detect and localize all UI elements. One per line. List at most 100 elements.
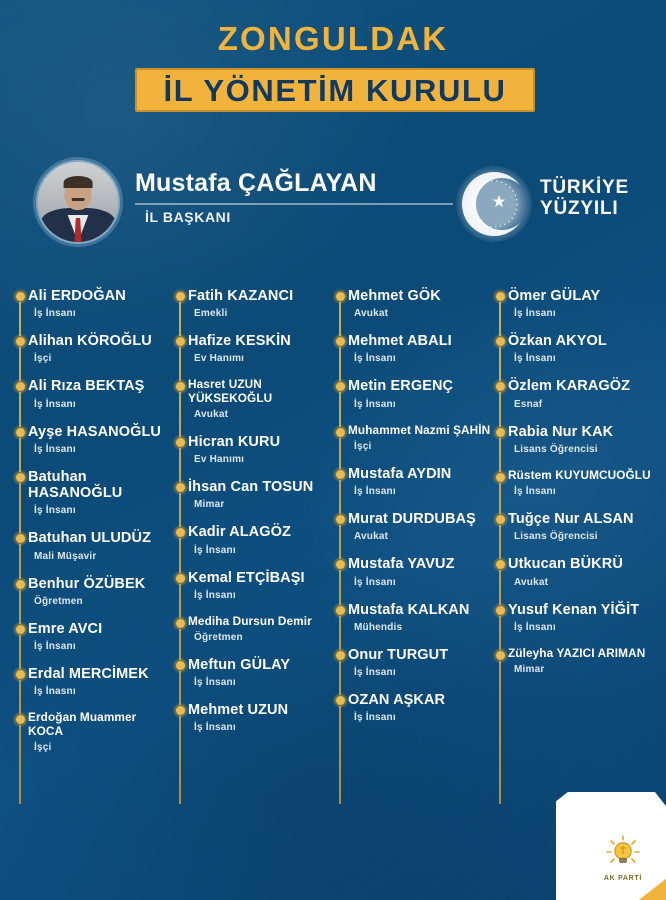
member-role: Lisans Öğrencisi	[514, 443, 598, 455]
member-role: İş İnsanı	[354, 712, 396, 724]
member-entry: Ali ERDOĞAN İş İnsanı	[15, 288, 174, 320]
member-role: Avukat	[514, 576, 549, 588]
bullet-dot-icon	[175, 291, 186, 302]
member-role: Ev Hanımı	[194, 454, 245, 466]
bullet-dot-icon	[175, 617, 186, 629]
member-role: Mühendis	[354, 621, 403, 633]
bullet-dot-icon	[15, 291, 26, 302]
bullet-dot-icon	[15, 623, 26, 635]
member-role: İş İnsanı	[194, 589, 236, 601]
member-entry: Ayşe HASANOĞLU İş İnsanı	[15, 423, 174, 455]
bullet-dot-icon	[495, 381, 506, 393]
member-name: Batuhan HASANOĞLU	[28, 468, 123, 502]
brand-line-1: TÜRKİYE	[540, 177, 629, 198]
avatar-tie	[74, 218, 82, 242]
member-name: Benhur ÖZÜBEK	[28, 575, 146, 592]
member-name: Yusuf Kenan YİĞİT	[508, 601, 640, 618]
member-name: Mehmet ABALI	[348, 333, 452, 350]
member-entry: OZAN AŞKAR İş İnsanı	[335, 692, 494, 724]
bullet-dot-icon	[175, 381, 186, 393]
member-role: İş İnsanı	[514, 353, 556, 365]
bullet-dot-icon	[335, 695, 346, 707]
member-name: OZAN AŞKAR	[348, 692, 446, 709]
member-name: Hafize KESKİN	[188, 333, 291, 350]
page-title: ZONGULDAK	[217, 20, 449, 57]
bullet-dot-icon	[15, 426, 26, 438]
bullet-dot-icon	[495, 426, 506, 438]
member-entry: Tuğçe Nur ALSAN Lisans Öğrencisi	[495, 511, 654, 542]
member-name: İhsan Can TOSUN	[188, 479, 314, 496]
bullet-dot-icon	[175, 705, 186, 717]
member-role: İş İnsanı	[354, 398, 396, 410]
member-entry: Züleyha YAZICI ARIMAN Mimar	[495, 645, 654, 675]
member-name: Hasret UZUN YÜKSEKOĞLU	[188, 377, 273, 405]
member-entry: Mehmet GÖK Avukat	[335, 288, 494, 320]
member-name: Muhammet Nazmi ŞAHİN	[348, 422, 491, 437]
member-name: Alihan KÖROĞLU	[28, 333, 152, 350]
member-entry: Muhammet Nazmi ŞAHİN İşçi	[335, 422, 494, 452]
bullet-dot-icon	[175, 572, 186, 584]
column-rail	[19, 294, 21, 804]
member-name: Mustafa KALKAN	[348, 601, 470, 618]
member-role: İş İnsanı	[194, 544, 236, 556]
bullet-dot-icon	[335, 559, 346, 571]
member-name: Özkan AKYOL	[508, 333, 607, 350]
member-name: Mehmet GÖK	[348, 288, 441, 304]
bullet-dot-icon	[335, 291, 346, 302]
bullet-dot-icon	[15, 381, 26, 393]
member-role: İş İnsanı	[34, 443, 76, 455]
member-entry: Hafize KESKİN Ev Hanımı	[175, 333, 334, 364]
member-entry: Batuhan ULUDÜZ Mali Müşavir	[15, 530, 174, 562]
member-column-3: Mehmet GÖK Avukat Mehmet ABALI İş İnsanı Met…	[334, 288, 494, 818]
bullet-dot-icon	[15, 578, 26, 590]
member-entry: Onur TURGUT İş İnsanı	[335, 647, 494, 678]
member-role: İş İnsanı	[354, 353, 396, 365]
member-entry: Mediha Dursun Demir Öğretmen	[175, 613, 334, 643]
member-entry: Kadir ALAGÖZ İş İnsanı	[175, 524, 334, 556]
member-entry: Hasret UZUN YÜKSEKOĞLU Avukat	[175, 377, 334, 420]
member-name: Erdal MERCİMEK	[28, 666, 149, 683]
avatar-moustache	[71, 198, 85, 202]
member-entry: Rüstem KUYUMCUOĞLU İş İnsanı	[495, 468, 654, 497]
leader-role: İL BAŞKANI	[145, 209, 231, 225]
member-column-4: Ömer GÜLAY İş İnsanı Özkan AKYOL İş İnsanı Ö…	[494, 288, 654, 818]
member-entry: Ali Rıza BEKTAŞ İş İnsanı	[15, 378, 174, 410]
bullet-dot-icon	[335, 514, 346, 526]
member-entry: Emre AVCI İş İnsanı	[15, 621, 174, 652]
member-name: Mediha Dursun Demir	[188, 613, 312, 628]
member-role: İşçi	[354, 440, 372, 452]
member-name: Ömer GÜLAY	[508, 288, 601, 304]
member-role: İş İnsanı	[34, 308, 76, 320]
member-name: Metin ERGENÇ	[348, 378, 454, 395]
bullet-dot-icon	[15, 533, 26, 545]
member-name: Mehmet UZUN	[188, 702, 289, 719]
member-role: İşçi	[34, 353, 52, 365]
member-entry: Özkan AKYOL İş İnsanı	[495, 333, 654, 365]
column-rail	[499, 294, 501, 804]
member-name: Ayşe HASANOĞLU	[28, 423, 161, 440]
member-name: Züleyha YAZICI ARIMAN	[508, 645, 646, 660]
member-name: Fatih KAZANCI	[188, 288, 294, 304]
member-name: Utkucan BÜKRÜ	[508, 556, 623, 573]
member-name: Batuhan ULUDÜZ	[28, 530, 152, 547]
member-entry: Mehmet ABALI İş İnsanı	[335, 333, 494, 365]
subtitle-banner: İL YÖNETİM KURULU	[135, 68, 535, 112]
member-role: İş İnsanı	[354, 576, 396, 588]
brand-text: TÜRKİYE YÜZYILI	[540, 177, 629, 219]
member-entry: Rabia Nur KAK Lisans Öğrencisi	[495, 424, 654, 455]
member-entry: Metin ERGENÇ İş İnsanı	[335, 378, 494, 410]
ak-parti-logo: AK PARTİ	[594, 835, 652, 882]
bullet-dot-icon	[175, 436, 186, 448]
bullet-dot-icon	[175, 482, 186, 494]
member-name: Kemal ETÇİBAŞI	[188, 569, 305, 586]
bullet-dot-icon	[335, 336, 346, 348]
member-role: Emekli	[194, 308, 228, 320]
member-role: Avukat	[354, 308, 389, 320]
member-entry: Erdal MERCİMEK İş İnasnı	[15, 666, 174, 697]
leader-divider	[135, 203, 453, 205]
member-entry: Murat DURDUBAŞ Avukat	[335, 511, 494, 542]
lightbulb-icon	[606, 835, 640, 863]
bullet-dot-icon	[495, 604, 506, 616]
member-name: Ali Rıza BEKTAŞ	[28, 378, 145, 395]
